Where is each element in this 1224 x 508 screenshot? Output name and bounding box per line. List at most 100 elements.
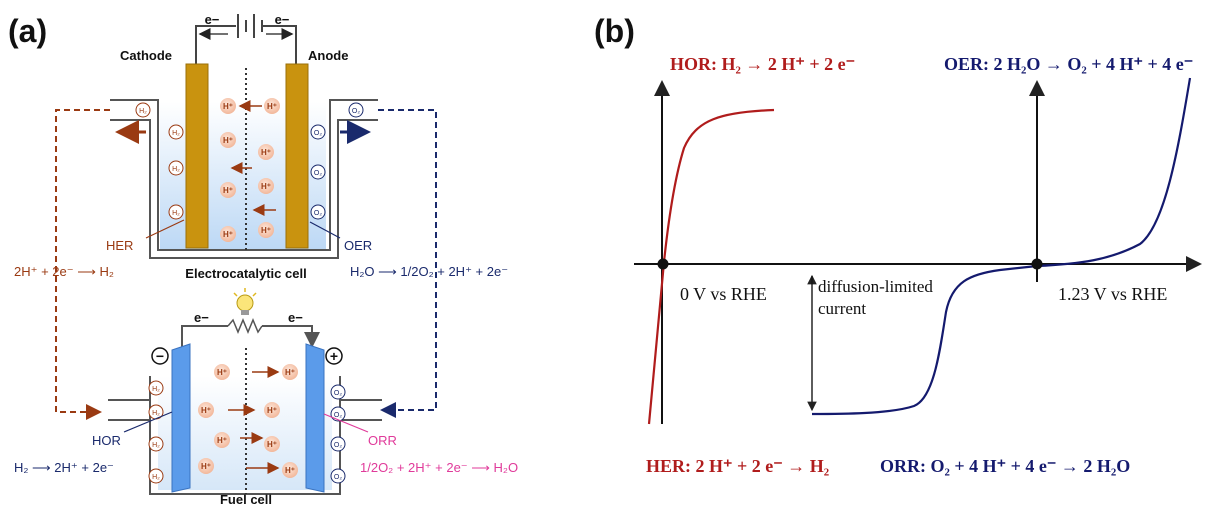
oer-label: OER xyxy=(344,238,372,253)
h2-bubble xyxy=(168,124,184,140)
minus-sign-text: − xyxy=(156,348,164,364)
proton-ion xyxy=(258,178,274,194)
fuel-cell-title: Fuel cell xyxy=(220,492,272,507)
oer-equation-b: OER: 2 H₂O → O₂ + 4 H⁺ + 4 e⁻ xyxy=(944,54,1193,74)
proton-text: H⁺ xyxy=(267,440,277,449)
cathode-label: Cathode xyxy=(120,48,172,63)
o2-bubble xyxy=(330,436,346,452)
proton-ion xyxy=(198,402,214,418)
proton-text: H⁺ xyxy=(285,466,295,475)
orr-label: ORR xyxy=(368,433,397,448)
lightbulb-icon xyxy=(233,288,257,315)
panel-b-label: (b) xyxy=(594,13,635,49)
h2-text: H₂ xyxy=(172,130,180,137)
hor-label: HOR xyxy=(92,433,121,448)
o2-bubble xyxy=(330,406,346,422)
proton-ion xyxy=(214,364,230,380)
diffusion-label-2: current xyxy=(818,299,866,318)
panel-a-label: (a) xyxy=(8,13,47,49)
electrocatalytic-cell: e− e− Cathode Anode H₂ H₂ H₂ H₂ O₂ O₂ xyxy=(14,12,508,281)
e123-marker xyxy=(1031,258,1043,270)
her-label: HER xyxy=(106,238,133,253)
proton-ion xyxy=(264,402,280,418)
fc-anode-electrode xyxy=(171,343,191,493)
orr-pointer xyxy=(323,413,369,433)
oer-equation: H₂O ⟶ 1/2O₂ + 2H⁺ + 2e⁻ xyxy=(350,264,508,279)
wire-right xyxy=(262,25,297,64)
proton-text: H⁺ xyxy=(223,186,233,195)
proton-text: H⁺ xyxy=(285,368,295,377)
h2-transfer-line xyxy=(55,109,110,420)
h2-bubble xyxy=(135,102,151,118)
o2-text: O₂ xyxy=(334,474,342,481)
proton-ion xyxy=(282,462,298,478)
o2-bubble xyxy=(348,102,364,118)
proton-ion xyxy=(282,364,298,380)
fc-electron-label-right: e− xyxy=(288,310,303,325)
proton-ion xyxy=(258,222,274,238)
h2-text: H₂ xyxy=(139,108,147,115)
fc-electron-label-left: e− xyxy=(194,310,209,325)
orr-equation: 1/2O₂ + 2H⁺ + 2e⁻ ⟶ H₂O xyxy=(360,460,518,475)
electron-label-left: e− xyxy=(205,12,220,27)
proton-ion xyxy=(220,132,236,148)
anode-label: Anode xyxy=(308,48,348,63)
plus-sign-text: + xyxy=(330,348,338,364)
proton-text: H⁺ xyxy=(223,136,233,145)
proton-text: H⁺ xyxy=(261,182,271,191)
her-equation: 2H⁺ + 2e⁻ ⟶ H₂ xyxy=(14,264,114,279)
h2-bubble xyxy=(168,204,184,220)
e123-label: 1.23 V vs RHE xyxy=(1058,284,1167,304)
h2-text: H₂ xyxy=(152,442,160,449)
o2-bubble xyxy=(310,164,326,180)
proton-ion xyxy=(220,98,236,114)
hor-her-curve xyxy=(647,108,775,425)
h2-text: H₂ xyxy=(152,386,160,393)
h2-bubble xyxy=(168,160,184,176)
electrocatalytic-cell-title: Electrocatalytic cell xyxy=(185,266,306,281)
o2-bubble xyxy=(330,468,346,484)
proton-text: H⁺ xyxy=(261,226,271,235)
proton-ion xyxy=(220,182,236,198)
her-equation-b: HER: 2 H⁺ + 2 e⁻ → H₂ xyxy=(646,456,829,476)
o2-bubble xyxy=(330,384,346,400)
o2-text: O₂ xyxy=(314,210,322,217)
minus-icon xyxy=(151,347,169,365)
vessel xyxy=(110,99,378,259)
her-pointer xyxy=(145,219,185,239)
o2-text: O₂ xyxy=(334,412,342,419)
proton-text: H⁺ xyxy=(201,462,211,471)
h2-text: H₂ xyxy=(172,166,180,173)
proton-text: H⁺ xyxy=(223,230,233,239)
h2-text: H₂ xyxy=(152,474,160,481)
o2-text: O₂ xyxy=(334,442,342,449)
plus-icon xyxy=(325,347,343,365)
cathode-electrode xyxy=(185,63,209,249)
electron-label-right: e− xyxy=(275,12,290,27)
fc-cathode-electrode xyxy=(305,343,325,493)
battery-icon xyxy=(237,14,263,38)
o2-text: O₂ xyxy=(314,130,322,137)
hor-equation: H₂ ⟶ 2H⁺ + 2e⁻ xyxy=(14,460,114,475)
proton-text: H⁺ xyxy=(267,406,277,415)
hor-pointer xyxy=(123,411,173,433)
diffusion-label: diffusion-limited xyxy=(818,277,933,296)
zero-volt-marker xyxy=(657,258,669,270)
fc-wire-right xyxy=(262,325,320,348)
o2-text: O₂ xyxy=(352,108,360,115)
oer-pointer xyxy=(309,221,341,239)
anode-electrode xyxy=(285,63,309,249)
proton-text: H⁺ xyxy=(217,436,227,445)
proton-text: H⁺ xyxy=(217,368,227,377)
o2-bubble xyxy=(310,204,326,220)
h2-bubble xyxy=(148,436,164,452)
polarization-plot: HOR: H₂ → 2 H⁺ + 2 e⁻ OER: 2 H₂O → O₂ + … xyxy=(634,54,1202,476)
proton-text: H⁺ xyxy=(267,102,277,111)
wire-left xyxy=(195,25,236,64)
proton-ion xyxy=(214,432,230,448)
o2-text: O₂ xyxy=(314,170,322,177)
h2-bubble xyxy=(148,468,164,484)
orr-oer-curve xyxy=(811,77,1192,416)
o2-text: O₂ xyxy=(334,390,342,397)
